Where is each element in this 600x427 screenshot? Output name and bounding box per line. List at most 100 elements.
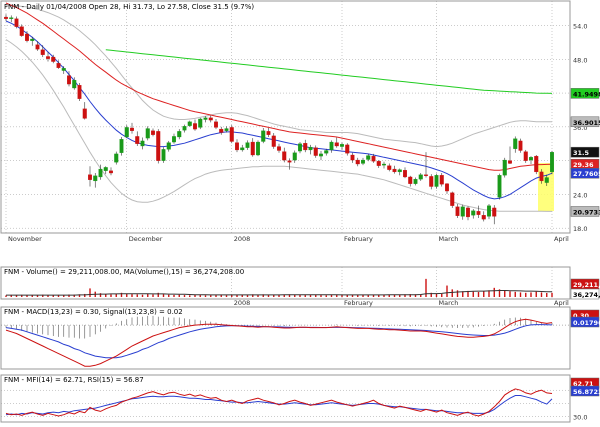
candle-body <box>471 210 476 216</box>
volume-bar <box>120 292 123 297</box>
candle-body <box>61 68 66 71</box>
volume-bar <box>430 292 432 297</box>
price-tag-label: 31.5 <box>573 149 590 157</box>
volume-bar <box>73 294 75 297</box>
volume-grid <box>231 267 553 299</box>
volume-tag-label: 29,211,008 <box>573 281 600 289</box>
volume-bar <box>451 289 453 297</box>
candle-body <box>198 118 203 128</box>
candle-body <box>35 44 40 50</box>
volume-bar <box>168 294 170 297</box>
candle-body <box>308 146 313 151</box>
candle-body <box>534 155 539 173</box>
candle-body <box>529 157 533 161</box>
candle-body <box>397 169 402 173</box>
candle-body <box>229 127 234 142</box>
candle-body <box>466 207 470 218</box>
volume-bar <box>420 294 422 297</box>
candle-body <box>219 128 224 133</box>
volume-x-tick-label: March <box>439 299 459 307</box>
price-tag: 20.9733 <box>570 206 600 217</box>
candle-body <box>51 56 56 62</box>
candle-body <box>434 175 439 187</box>
volume-bar <box>388 294 390 297</box>
candle-body <box>187 121 192 126</box>
price-tag-box <box>570 88 600 99</box>
price-tag-box <box>570 167 600 179</box>
candle-body <box>355 159 360 165</box>
candle-body <box>56 63 61 68</box>
price-tag: 31.5 <box>570 146 600 158</box>
price-tag-label: 29.36 <box>573 161 594 169</box>
macd-signal-tag: 0.017968 <box>570 316 600 328</box>
volume-bar <box>215 295 217 297</box>
mfi-rsi-panel-frame <box>0 374 571 423</box>
price-x-tick-label: November <box>8 235 42 243</box>
macd-signal-tag-label: 0.017968 <box>573 319 600 327</box>
volume-bar <box>409 294 411 297</box>
price-tag-label: 27.7605 <box>573 170 600 178</box>
volume-tag: 29,211,008 <box>570 278 600 290</box>
macd-tag-label: 0.30 <box>573 312 590 320</box>
volume-bar <box>325 295 327 297</box>
candle-body <box>497 175 502 198</box>
candle-body <box>77 85 82 99</box>
candle-body <box>518 140 523 151</box>
candle-body <box>319 153 323 157</box>
volume-bar <box>231 294 233 297</box>
price-tag-box <box>570 206 600 217</box>
price-x-tick-label: 2008 <box>234 235 251 243</box>
volume-bar <box>283 294 285 297</box>
volume-bar <box>372 294 375 297</box>
candle-body <box>245 142 250 148</box>
candle-body <box>88 174 92 180</box>
candle-body <box>513 138 518 149</box>
candle-body <box>508 160 512 164</box>
price-y-tick-label: 24.0 <box>573 191 587 199</box>
candle-body <box>298 143 302 152</box>
candle-body <box>539 171 544 182</box>
candle-body <box>261 130 266 142</box>
price-x-axis: November December 2008 February March April <box>8 235 569 243</box>
candle-body <box>124 127 129 138</box>
candle-body <box>445 183 449 192</box>
macd-tags: 0.300.017968 <box>570 309 600 328</box>
volume-bar <box>262 294 264 297</box>
mfi-rsi-chart-title: FNM - MFI(14) = 62.71, RSI(15) = 56.87 <box>4 376 144 384</box>
volume-bar <box>530 292 532 297</box>
macd-line <box>5 318 553 367</box>
volume-bar <box>299 294 301 297</box>
candle-body <box>93 175 98 182</box>
candle-body <box>172 136 176 143</box>
candle-body <box>151 130 155 135</box>
price-y-tick-label: 54.0 <box>573 23 587 31</box>
candle-body <box>476 211 481 215</box>
candle-body <box>203 117 208 120</box>
price-x-tick-label: April <box>554 235 569 243</box>
macd-signal-line <box>5 324 553 359</box>
volume-bars <box>5 278 553 297</box>
volume-bar <box>509 291 511 297</box>
candle-body <box>103 167 108 171</box>
volume-bar <box>68 294 70 297</box>
rsi-tag: 56.8723 <box>570 385 600 397</box>
candle-body <box>72 79 77 89</box>
volume-bar <box>26 295 28 297</box>
candle-body <box>350 154 355 161</box>
volume-ma-line <box>6 290 552 296</box>
volume-bar <box>346 294 348 297</box>
candle-body <box>109 170 113 174</box>
volume-bar <box>320 295 322 297</box>
volume-bar <box>47 295 49 297</box>
volume-bar <box>273 294 275 297</box>
candle-body <box>450 192 455 206</box>
macd-chart-title: FNM - MACD(13,23) = 0.30, Signal(13,23,8… <box>4 308 183 316</box>
price-tag-box <box>570 116 600 128</box>
volume-bar <box>278 294 280 297</box>
price-tag: 27.7605 <box>570 167 600 179</box>
volume-bar <box>336 294 338 297</box>
volume-bar <box>467 290 469 297</box>
